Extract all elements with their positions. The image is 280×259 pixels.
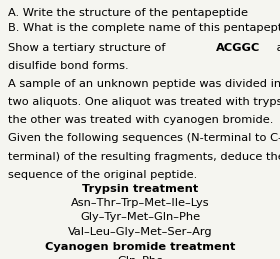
Text: A. Write the structure of the pentapeptide: A. Write the structure of the pentapepti…	[8, 8, 252, 18]
Text: Trypsin treatment: Trypsin treatment	[82, 184, 198, 194]
Text: Val–Leu–Gly–Met–Ser–Arg: Val–Leu–Gly–Met–Ser–Arg	[68, 227, 212, 237]
Text: two aliquots. One aliquot was treated with trypsin;: two aliquots. One aliquot was treated wi…	[8, 97, 280, 107]
Text: sequence of the original peptide.: sequence of the original peptide.	[8, 170, 198, 180]
Text: Show a tertiary structure of: Show a tertiary structure of	[8, 43, 169, 53]
Text: Cyanogen bromide treatment: Cyanogen bromide treatment	[45, 242, 235, 252]
Text: after a: after a	[273, 43, 280, 53]
Text: Gly–Tyr–Met–Gln–Phe: Gly–Tyr–Met–Gln–Phe	[80, 212, 200, 222]
Text: Gln–Phe: Gln–Phe	[117, 256, 163, 259]
Text: terminal) of the resulting fragments, deduce the: terminal) of the resulting fragments, de…	[8, 152, 280, 162]
Text: B. What is the complete name of this pentapeptide?: B. What is the complete name of this pen…	[8, 23, 280, 33]
Text: disulfide bond forms.: disulfide bond forms.	[8, 61, 129, 71]
Text: Given the following sequences (N-terminal to C-: Given the following sequences (N-termina…	[8, 133, 280, 143]
Text: A sample of an unknown peptide was divided into: A sample of an unknown peptide was divid…	[8, 79, 280, 89]
Text: ACGGC: ACGGC	[216, 43, 261, 53]
Text: Asn–Thr–Trp–Met–Ile–Lys: Asn–Thr–Trp–Met–Ile–Lys	[71, 198, 209, 208]
Text: the other was treated with cyanogen bromide.: the other was treated with cyanogen brom…	[8, 115, 274, 125]
